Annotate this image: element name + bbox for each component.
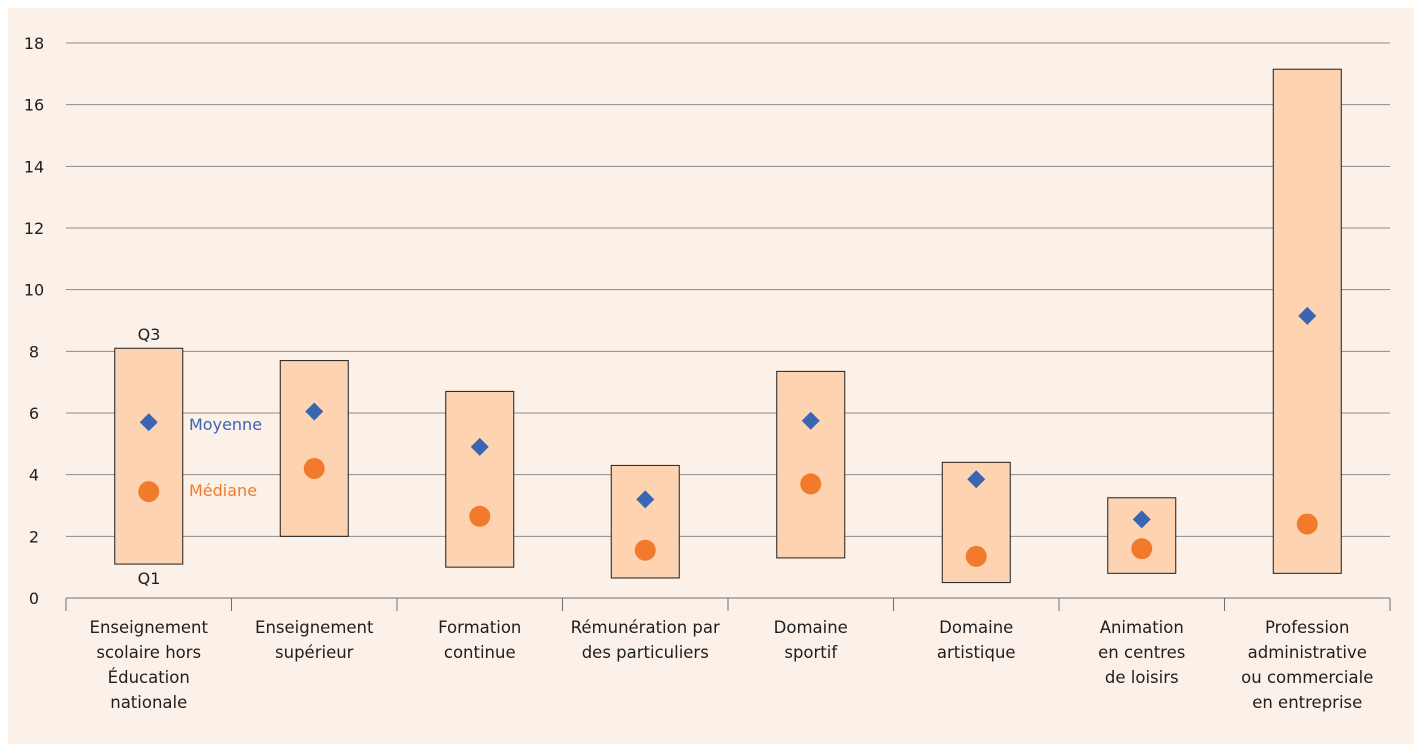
category-label-line: Éducation — [108, 668, 190, 687]
category-label-line: sportif — [784, 643, 838, 662]
category-label-line: nationale — [110, 693, 187, 712]
q3-annotation: Q3 — [138, 325, 161, 344]
category-label-line: Rémunération par — [571, 618, 720, 637]
category-label: Profession administrative ou commerciale en… — [1241, 618, 1373, 712]
category-label-line: Animation — [1100, 618, 1184, 637]
median-marker — [469, 505, 491, 527]
category-label-line: continue — [444, 643, 516, 662]
mean-marker — [967, 470, 986, 489]
chart-background: 0 2 4 6 8 10 12 14 16 18 Enseignement scolaire hors… — [8, 8, 1414, 744]
category-label-line: de loisirs — [1105, 668, 1179, 687]
median-marker — [1296, 513, 1318, 535]
category-label: Animation en centres de loisirs — [1098, 618, 1185, 687]
y-tick-label: 16 — [24, 96, 44, 115]
mean-marker — [636, 490, 655, 509]
y-tick-label: 2 — [29, 527, 39, 546]
y-tick-label: 6 — [29, 404, 39, 423]
interquartile-box — [610, 464, 680, 579]
category-label-line: Profession — [1265, 618, 1349, 637]
category-label-line: scolaire hors — [96, 643, 201, 662]
mean-marker — [801, 411, 820, 430]
mean-annotation: Moyenne — [189, 415, 262, 434]
y-tick-label: 18 — [24, 34, 44, 53]
category-label: Formation continue — [438, 618, 521, 662]
y-tick-label: 8 — [29, 342, 39, 361]
median-marker — [303, 458, 325, 479]
median-annotation: Médiane — [189, 481, 257, 500]
box-chart: 0 2 4 6 8 10 12 14 16 18 Enseignement scolaire hors… — [24, 34, 1391, 712]
category-label-line: Enseignement — [255, 618, 374, 637]
category-label: Domaine artistique — [937, 618, 1016, 662]
median-marker — [1131, 538, 1153, 560]
category-label-line: Domaine — [774, 618, 848, 637]
y-tick-label: 4 — [29, 466, 39, 485]
median-marker — [138, 481, 160, 503]
category-label-line: en centres — [1098, 643, 1185, 662]
category-label-line: Domaine — [939, 618, 1013, 637]
y-tick-label: 0 — [29, 589, 39, 608]
y-tick-label: 14 — [24, 157, 44, 176]
median-marker — [800, 473, 822, 495]
category-label-line: Enseignement — [90, 618, 209, 637]
category-label-line: en entreprise — [1252, 693, 1362, 712]
category-label-line: ou commerciale — [1241, 668, 1373, 687]
category-label-line: Formation — [438, 618, 521, 637]
category-label: Enseignement scolaire hors Éducation nation… — [90, 618, 209, 712]
category-label-line: artistique — [937, 643, 1016, 662]
category-label-line: supérieur — [275, 643, 354, 662]
q1-annotation: Q1 — [138, 569, 161, 588]
y-tick-label: 10 — [24, 281, 44, 300]
category-label-line: des particuliers — [582, 643, 709, 662]
category-label: Domaine sportif — [774, 618, 848, 662]
mean-marker — [1132, 510, 1151, 529]
category-label-line: administrative — [1248, 643, 1367, 662]
interquartile-box — [445, 390, 515, 568]
interquartile-box — [114, 347, 184, 565]
mean-marker — [305, 402, 324, 421]
category-label: Rémunération par des particuliers — [571, 618, 720, 662]
interquartile-box — [1107, 497, 1177, 574]
interquartile-box — [279, 360, 349, 537]
category-label: Enseignement supérieur — [255, 618, 374, 662]
mean-marker — [470, 437, 489, 456]
median-marker — [965, 545, 987, 567]
median-marker — [634, 539, 656, 561]
interquartile-box — [776, 370, 846, 559]
mean-marker — [1298, 306, 1317, 325]
mean-marker — [139, 413, 158, 432]
y-tick-label: 12 — [24, 219, 44, 238]
